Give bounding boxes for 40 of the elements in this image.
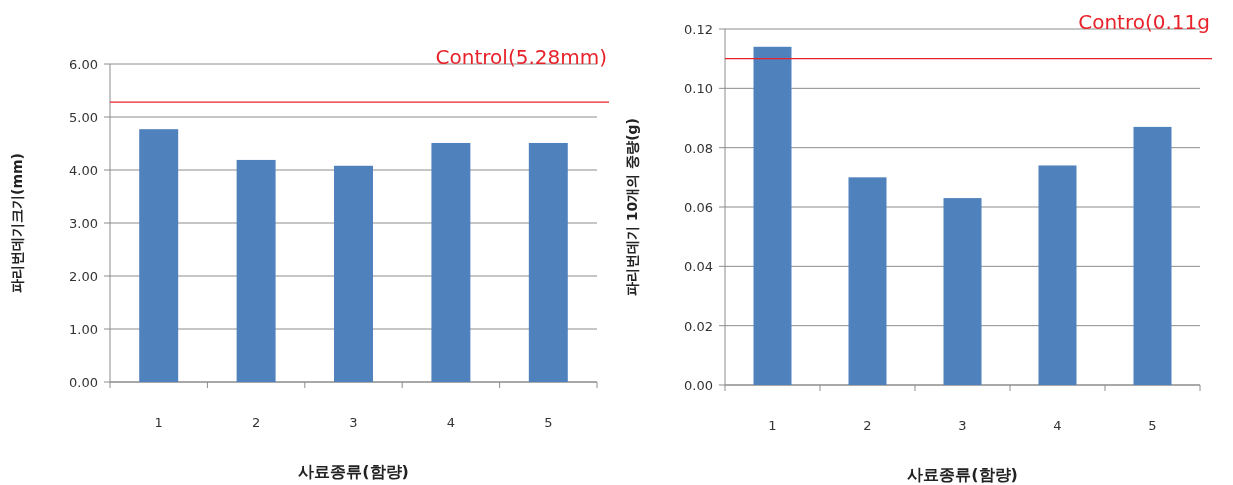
- bar: [528, 142, 568, 382]
- y-axis-title: 파리번데기 10개의 중량(g): [624, 117, 640, 297]
- y-tick-label: 2.00: [69, 269, 98, 284]
- bar: [431, 142, 471, 382]
- bar: [1133, 126, 1172, 385]
- x-axis-title: 사료종류(함량): [907, 465, 1018, 484]
- bar: [334, 165, 373, 382]
- y-tick-label: 4.00: [69, 163, 98, 178]
- y-tick-label: 1.00: [69, 322, 98, 337]
- x-tick-label: 5: [1148, 418, 1157, 433]
- x-tick-label: 3: [958, 418, 967, 433]
- x-tick-label: 3: [349, 415, 358, 430]
- bar: [943, 198, 982, 385]
- bar: [1038, 165, 1077, 385]
- ref-line-label: Contro(0.11g: [1078, 10, 1210, 34]
- y-tick-label: 6.00: [69, 57, 98, 72]
- y-tick-label: 3.00: [69, 216, 98, 231]
- x-tick-label: 4: [446, 415, 456, 430]
- bar: [139, 129, 179, 382]
- y-tick-label: 0.04: [684, 259, 713, 275]
- y-tick-label: 0.00: [69, 375, 98, 390]
- y-tick-label: 0.00: [684, 378, 713, 393]
- x-tick-label: 4: [1053, 418, 1062, 433]
- ref-line-label: Control(5.28mm): [435, 45, 607, 69]
- x-axis-title: 사료종류(함량): [298, 462, 409, 481]
- x-tick-label: 2: [863, 418, 872, 433]
- y-tick-label: 0.08: [684, 140, 713, 156]
- bar: [848, 177, 887, 385]
- bar: [753, 46, 792, 385]
- bar: [236, 159, 276, 382]
- y-tick-label: 0.02: [684, 318, 713, 334]
- y-axis-title: 파리번데기크기(mm): [9, 153, 25, 293]
- x-tick-label: 1: [768, 418, 777, 433]
- x-tick-label: 2: [251, 415, 261, 430]
- y-tick-label: 0.10: [684, 81, 713, 97]
- x-tick-label: 5: [544, 415, 553, 430]
- x-tick-label: 1: [154, 415, 163, 430]
- y-tick-label: 0.06: [684, 200, 713, 215]
- y-tick-label: 0.12: [684, 22, 713, 37]
- y-tick-label: 5.00: [69, 110, 98, 125]
